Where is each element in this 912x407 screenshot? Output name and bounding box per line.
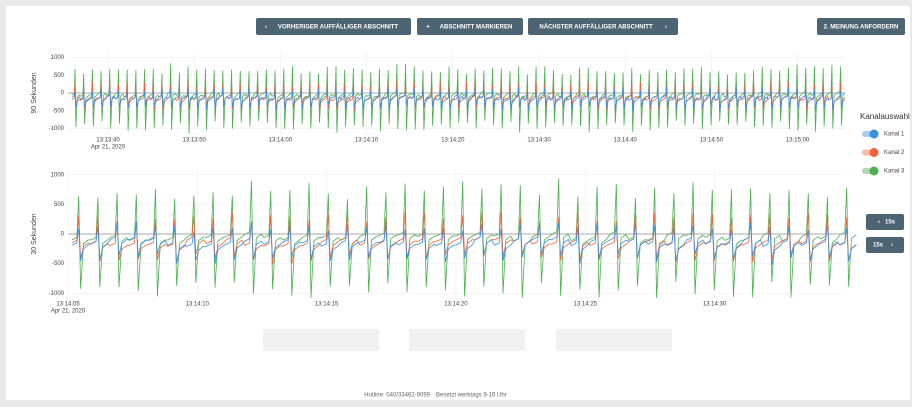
- icon: ‹: [265, 25, 267, 31]
- x-tick-label: 13:14:40: [614, 138, 638, 144]
- icon: +: [426, 25, 430, 31]
- faded-buttons: [263, 329, 672, 351]
- x-tick-label: 13:13:50: [183, 138, 207, 144]
- y-tick-label: -500: [52, 261, 65, 267]
- toolbar: ‹ VORHERIGER AUFFÄLLIGER ABSCHNITT + ABS…: [256, 18, 905, 35]
- y-tick-label: 1000: [51, 55, 65, 61]
- mark-button[interactable]: [417, 18, 523, 35]
- x-tick-label: 13:14:15: [315, 302, 339, 308]
- date-label: Apr 21, 2020: [51, 309, 86, 315]
- y-tick-label: 0: [61, 232, 65, 238]
- toggle-knob[interactable]: [869, 129, 879, 139]
- toggle-knob[interactable]: [869, 166, 879, 176]
- x-tick-label: 13:14:05: [56, 302, 80, 308]
- x-tick-label: 13:14:30: [703, 302, 727, 308]
- prev-button[interactable]: [256, 18, 411, 35]
- x-tick-label: 13:14:25: [574, 302, 598, 308]
- y-tick-label: -500: [52, 108, 65, 114]
- forward-label: 15s: [873, 243, 884, 249]
- x-tick-label: 13:13:40: [96, 138, 120, 144]
- hours: Besetzt werktags 9-16 Uhr: [436, 393, 507, 399]
- y-tick-label: 500: [54, 73, 65, 79]
- x-tick-label: 13:14:20: [441, 138, 465, 144]
- next-button[interactable]: [528, 18, 678, 35]
- legend-title: Kanalauswahl: [860, 112, 910, 121]
- date-label: Apr 21, 2020: [91, 145, 126, 151]
- y-tick-label: 0: [61, 91, 65, 97]
- waveform: [71, 86, 846, 112]
- y-tick-label: 1000: [51, 172, 65, 178]
- second-opinion-label: 2. MEINUNG ANFORDERN: [824, 25, 899, 31]
- x-tick-label: 13:14:00: [269, 138, 293, 144]
- icon: ‹: [878, 220, 880, 226]
- x-tick-label: 13:14:20: [444, 302, 468, 308]
- prev-label: VORHERIGER AUFFÄLLIGER ABSCHNITT: [278, 24, 399, 31]
- y-tick-label: 500: [54, 202, 65, 208]
- toggle-knob[interactable]: [869, 148, 879, 157]
- back-button[interactable]: [866, 214, 904, 230]
- waveform: [71, 211, 857, 265]
- y-tick-label: -1000: [49, 291, 65, 297]
- x-tick-label: 13:15:00: [786, 138, 810, 144]
- y-axis-label: 90 Sekunden: [31, 72, 38, 113]
- faded-button: [409, 329, 525, 351]
- back-label: 15s: [885, 220, 896, 226]
- mark-label: ABSCHNITT MARKIEREN: [440, 25, 513, 31]
- faded-button: [556, 329, 672, 351]
- legend-label: Kanal 2: [884, 150, 905, 156]
- forward-button[interactable]: [866, 237, 904, 253]
- x-tick-label: 13:14:50: [700, 138, 724, 144]
- next-label: NÄCHSTER AUFFÄLLIGER ABSCHNITT: [539, 24, 653, 31]
- x-tick-label: 13:14:10: [186, 302, 210, 308]
- waveform: [71, 221, 857, 265]
- hotline: Hotline: 040/33462-9099: [364, 393, 430, 399]
- x-tick-label: 13:14:30: [527, 138, 551, 144]
- icon: ›: [665, 25, 667, 31]
- faded-button: [263, 329, 379, 351]
- y-tick-label: -1000: [49, 126, 65, 132]
- icon: ›: [891, 243, 893, 249]
- y-axis-label: 30 Sekunden: [31, 213, 38, 254]
- legend-label: Kanal 3: [884, 169, 905, 175]
- legend-label: Kanal 1: [884, 132, 905, 138]
- x-tick-label: 13:14:10: [355, 138, 379, 144]
- second-opinion-button[interactable]: [817, 18, 905, 35]
